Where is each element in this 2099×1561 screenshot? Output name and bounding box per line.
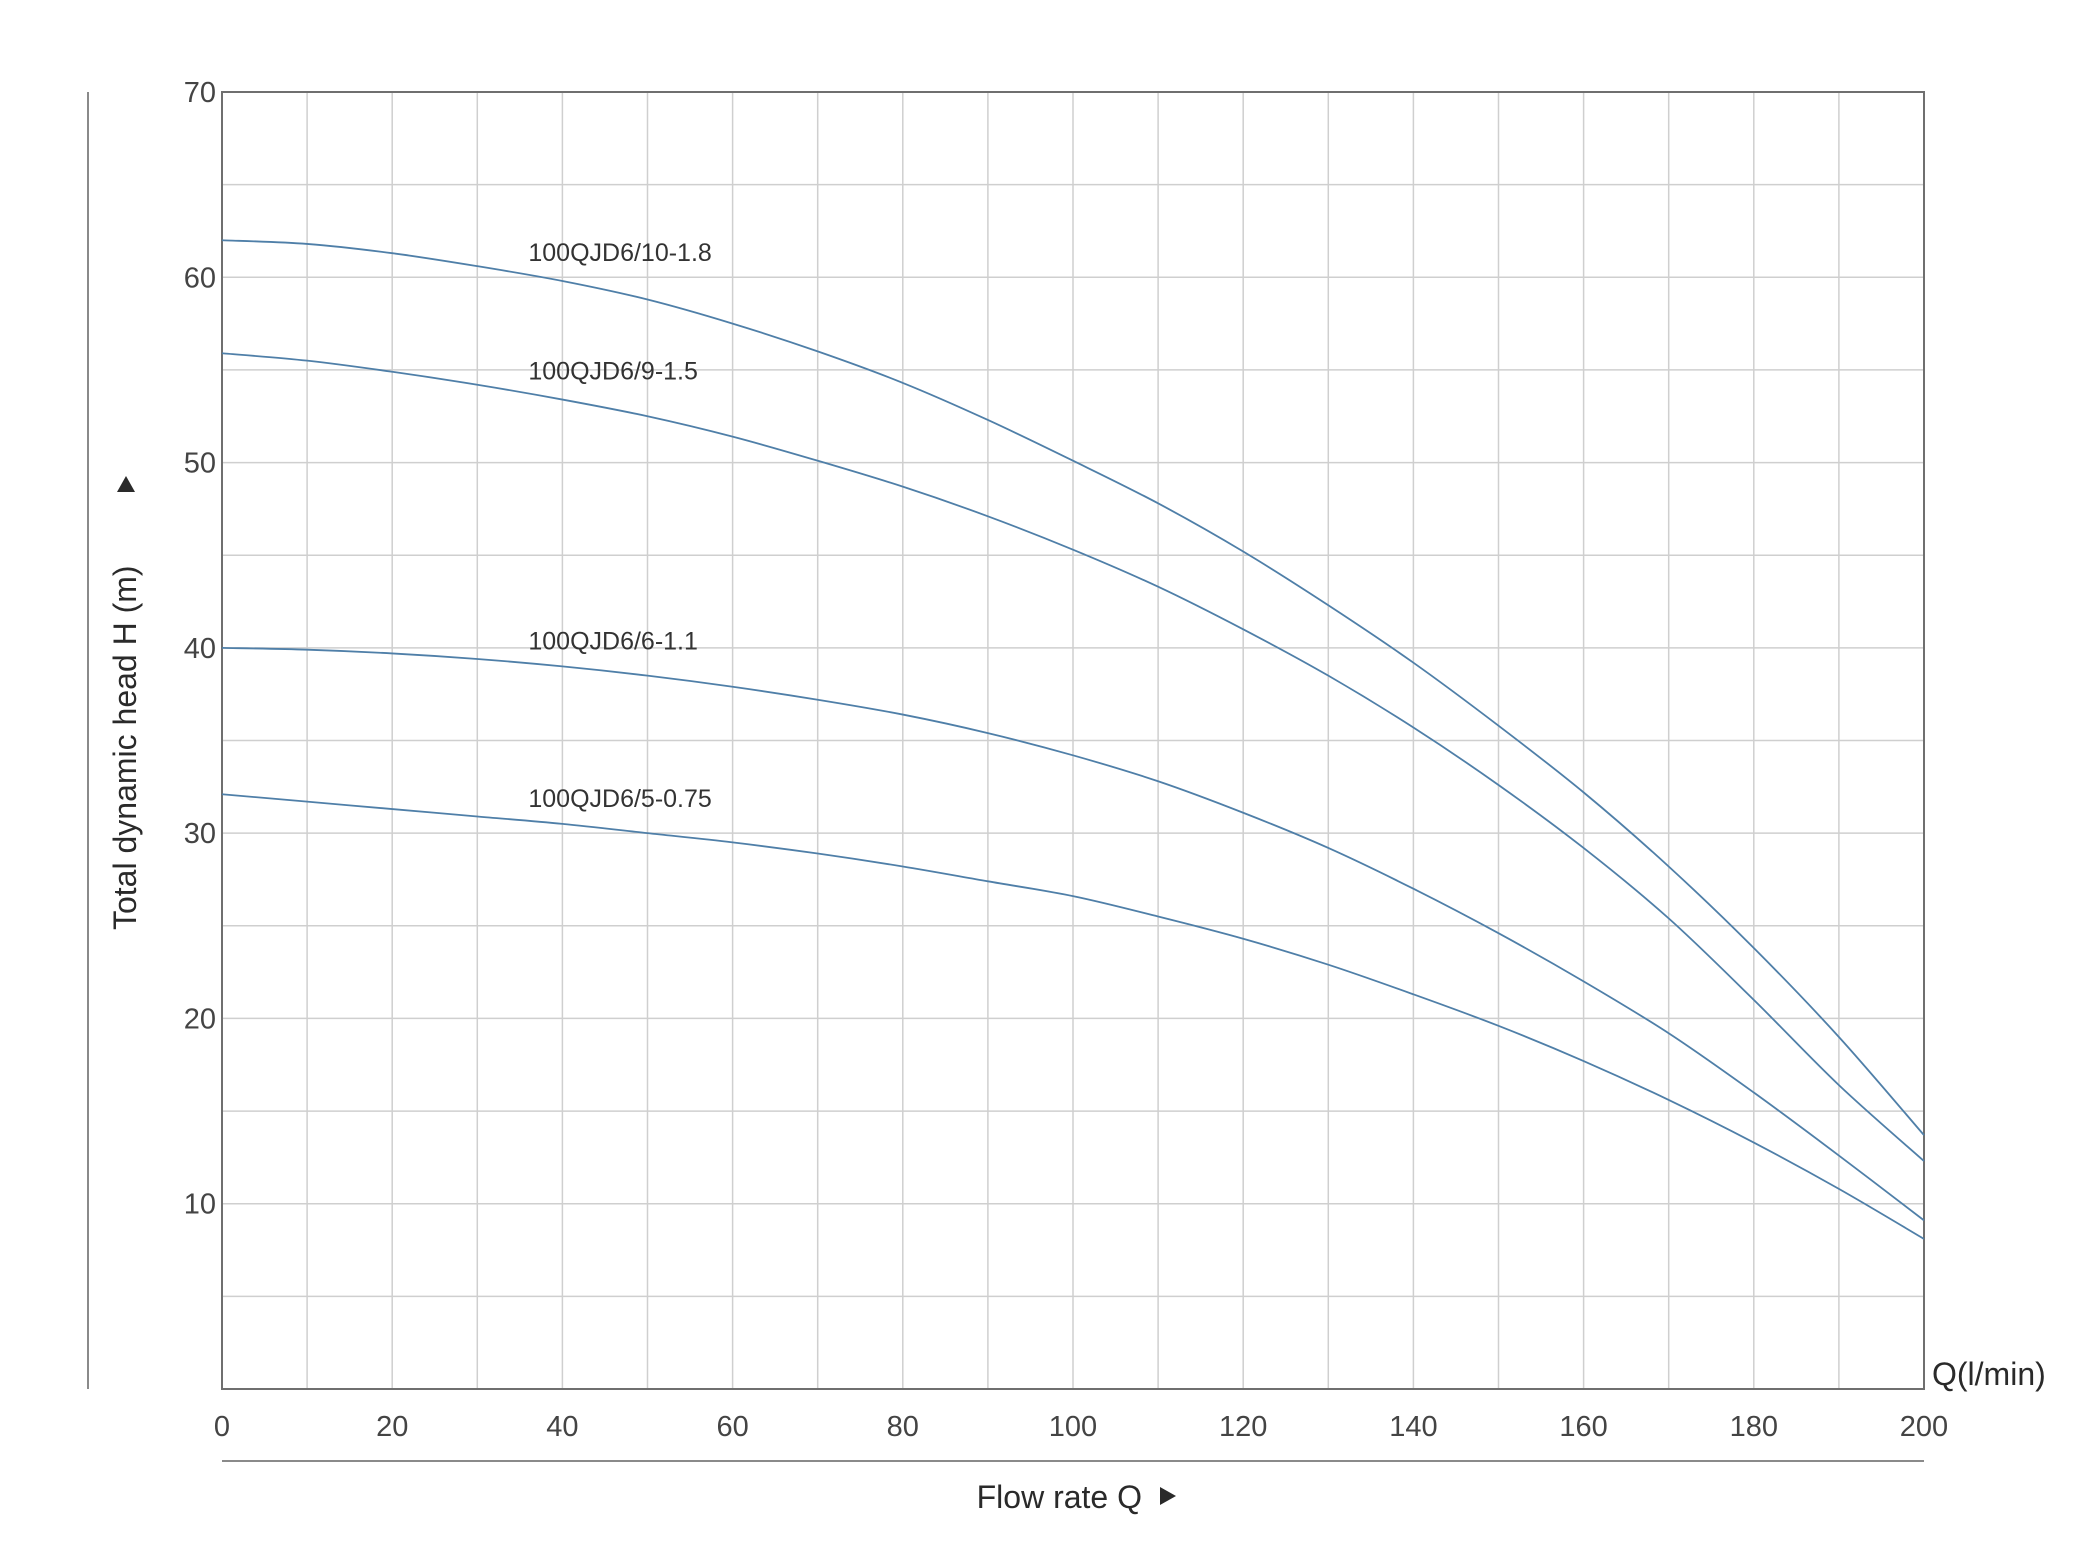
y-tick-label: 20	[184, 1003, 216, 1035]
x-tick-label: 180	[1730, 1411, 1778, 1443]
series-label: 100QJD6/10-1.8	[528, 239, 711, 267]
x-tick-label: 60	[716, 1411, 748, 1443]
y-tick-label: 40	[184, 633, 216, 665]
x-axis-title: Flow rate Q	[977, 1479, 1142, 1515]
x-tick-labels: 0 20 40 60 80 100 120 140 160 180 200	[214, 1411, 1948, 1443]
y-axis-arrow-icon	[117, 476, 135, 492]
x-tick-label: 0	[214, 1411, 230, 1443]
plot-frame	[221, 91, 1925, 1390]
x-axis-unit-label: Q(l/min)	[1932, 1356, 2046, 1392]
series-line	[221, 646, 1925, 1222]
y-tick-label: 50	[184, 448, 216, 480]
y-tick-label: 60	[184, 262, 216, 294]
x-tick-label: 100	[1049, 1411, 1097, 1443]
y-tick-label: 30	[184, 818, 216, 850]
y-tick-labels: 10 20 30 40 50 60 70	[184, 77, 216, 1221]
y-axis-title: Total dynamic head H (m)	[107, 565, 143, 930]
y-tick-label: 10	[184, 1189, 216, 1221]
series-label: 100QJD6/5-0.75	[528, 785, 711, 813]
x-tick-label: 160	[1559, 1411, 1607, 1443]
series-label: 100QJD6/6-1.1	[528, 627, 698, 655]
series-labels: 100QJD6/10-1.8 100QJD6/9-1.5 100QJD6/6-1.1…	[528, 239, 711, 813]
x-tick-label: 20	[376, 1411, 408, 1443]
x-tick-label: 200	[1900, 1411, 1948, 1443]
y-tick-label: 70	[184, 77, 216, 109]
series-label: 100QJD6/9-1.5	[528, 358, 698, 386]
x-axis-arrow-icon	[1160, 1487, 1176, 1505]
series-curves	[221, 239, 1925, 1240]
series-line	[221, 793, 1925, 1240]
x-tick-label: 120	[1219, 1411, 1267, 1443]
series-line	[221, 352, 1925, 1162]
series-line	[221, 239, 1925, 1136]
grid	[222, 92, 1924, 1389]
x-tick-label: 80	[887, 1411, 919, 1443]
x-tick-label: 40	[546, 1411, 578, 1443]
x-tick-label: 140	[1389, 1411, 1437, 1443]
